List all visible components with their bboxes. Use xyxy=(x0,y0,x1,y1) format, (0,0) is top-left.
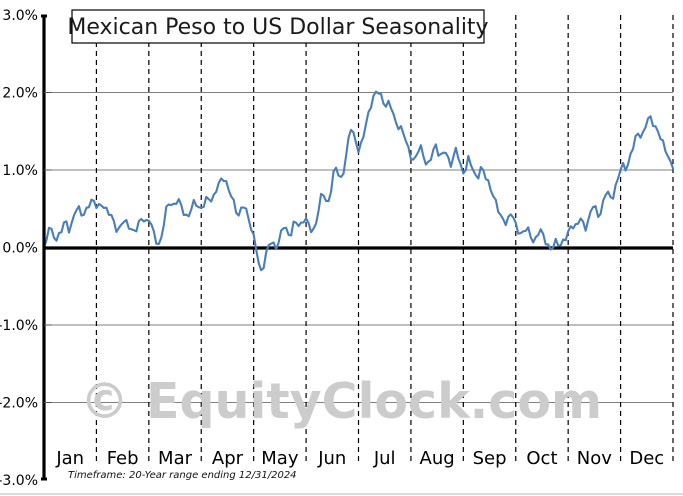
y-tick-label: 3.0% xyxy=(2,8,38,24)
x-tick-label: Apr xyxy=(212,448,244,469)
x-tick-label: Nov xyxy=(577,448,612,469)
timeframe-note: Timeframe: 20-Year range ending 12/31/20… xyxy=(68,470,297,481)
y-tick-label: -3.0% xyxy=(0,473,38,489)
chart-title: Mexican Peso to US Dollar Seasonality xyxy=(67,15,488,40)
chart-title-frame xyxy=(71,9,485,44)
y-tick-label: 0.0% xyxy=(2,241,38,257)
x-tick-label: Jun xyxy=(317,448,346,469)
y-tick-label: -2.0% xyxy=(0,396,38,412)
x-tick-label: Sep xyxy=(473,448,507,469)
month-divider-lines xyxy=(95,15,674,462)
x-tick-label: Aug xyxy=(420,448,455,469)
y-tick-label: 2.0% xyxy=(2,86,38,102)
x-tick-label: Jul xyxy=(373,448,396,469)
watermark: © EquityClock.com xyxy=(80,373,602,430)
y-tick-label: -1.0% xyxy=(0,318,38,334)
y-tick-label: 1.0% xyxy=(2,163,38,179)
x-tick-label: Oct xyxy=(526,448,557,469)
x-tick-label: May xyxy=(261,448,299,469)
x-tick-labels: Jan Feb Mar Apr May Jun Jul Aug Sep Oct Nov Dec xyxy=(55,448,664,469)
x-tick-label: Jan xyxy=(55,448,84,469)
y-tick-labels: 3.0% 2.0% 1.0% 0.0% -1.0% -2.0% -3.0% xyxy=(0,8,52,489)
chart-title-box: Mexican Peso to US Dollar Seasonality xyxy=(67,9,489,44)
seasonality-line xyxy=(42,90,675,272)
x-tick-label: Dec xyxy=(629,448,664,469)
x-tick-label: Mar xyxy=(158,448,193,469)
x-tick-label: Feb xyxy=(107,448,139,469)
watermark-label: © EquityClock.com xyxy=(80,373,602,430)
